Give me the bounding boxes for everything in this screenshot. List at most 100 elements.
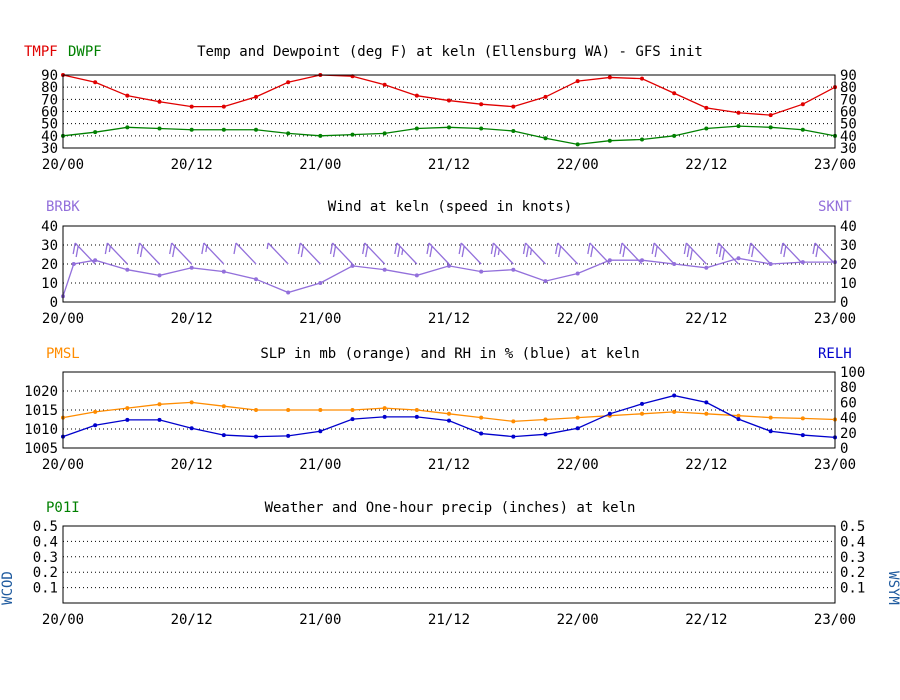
x-tick-label: 22/12: [685, 457, 727, 473]
data-point-relh: [125, 417, 130, 422]
x-tick-label: 22/00: [557, 612, 599, 628]
data-point-relh: [704, 400, 709, 405]
data-point-tmpf: [704, 105, 709, 110]
data-point-dwpf: [768, 125, 773, 130]
temp-grid: [63, 86, 835, 137]
data-point-relh: [736, 417, 741, 422]
data-point-pmsl: [543, 417, 548, 422]
data-point-dwpf: [479, 126, 484, 131]
x-tick-label: 20/12: [171, 612, 213, 628]
x-tick-label: 22/12: [685, 157, 727, 173]
data-point-sknt: [318, 281, 323, 285]
data-point-sknt: [800, 260, 805, 265]
data-point-sknt: [157, 273, 162, 278]
slp-rh-x-ticks: 20/00 20/12 21/00 21/12 22/00 22/12 23/00: [42, 457, 856, 473]
data-point-dwpf: [350, 132, 355, 137]
data-point-relh: [350, 417, 355, 422]
y-tick-label-right: 20: [840, 257, 857, 273]
wind-frame: [62, 225, 836, 303]
data-point-sknt: [254, 277, 258, 282]
wind-barb: [169, 242, 193, 265]
y-tick-label-left: 70: [41, 92, 58, 108]
y-tick-label-right: 0: [840, 441, 848, 457]
data-point-tmpf: [511, 104, 516, 109]
wind-barb: [426, 242, 450, 265]
x-tick-label: 23/00: [814, 157, 856, 173]
wind-barb: [394, 242, 418, 265]
data-point-pmsl: [221, 404, 226, 409]
precip-panel: P01I Weather and One-hour precip (inches…: [0, 500, 900, 628]
wind-barb: [233, 242, 257, 265]
data-point-relh: [575, 426, 580, 431]
data-point-tmpf: [254, 94, 258, 99]
wind-barb: [201, 242, 225, 265]
wind-barb: [362, 242, 386, 265]
data-point-pmsl: [768, 415, 773, 420]
precip-panel-title: Weather and One-hour precip (inches) at …: [265, 500, 636, 516]
data-point-relh: [254, 434, 258, 439]
temp-series: [61, 73, 837, 147]
x-tick-label: 21/00: [299, 612, 341, 628]
y-tick-label-left: 80: [41, 80, 58, 96]
data-point-tmpf: [672, 91, 677, 96]
x-tick-label: 22/12: [685, 311, 727, 327]
data-point-sknt: [382, 267, 387, 272]
y-tick-label-right: 60: [840, 105, 857, 121]
data-point-pmsl: [382, 406, 387, 411]
y-tick-label-right: 0.4: [840, 534, 865, 550]
x-tick-label: 21/00: [299, 457, 341, 473]
temp-panel: TMPF DWPF Temp and Dewpoint (deg F) at k…: [24, 44, 857, 173]
slp-rh-grid: [63, 390, 835, 430]
data-point-dwpf: [575, 142, 580, 147]
y-tick-label-right: 80: [840, 380, 857, 396]
data-point-pmsl: [318, 408, 323, 412]
wcod-label: WCOD: [0, 571, 16, 605]
y-tick-label-left: 40: [41, 129, 58, 145]
data-point-relh: [447, 418, 451, 423]
data-point-sknt: [736, 256, 741, 261]
y-tick-label-left: 0: [50, 295, 58, 311]
wind-barbs: [72, 242, 836, 265]
pmsl-label: PMSL: [46, 346, 80, 362]
x-tick-label: 23/00: [814, 612, 856, 628]
data-point-sknt: [543, 279, 548, 284]
wind-barb: [651, 242, 675, 265]
data-point-relh: [800, 433, 805, 438]
data-point-relh: [93, 423, 98, 428]
y-tick-label-left: 30: [41, 238, 58, 254]
data-point-sknt: [189, 265, 194, 270]
data-point-relh: [189, 426, 194, 431]
y-tick-label-right: 0.5: [840, 519, 865, 535]
data-point-pmsl: [511, 419, 516, 424]
data-point-tmpf: [543, 94, 548, 99]
y-tick-label-left: 1005: [24, 441, 58, 457]
data-point-pmsl: [800, 416, 805, 421]
data-point-sknt: [414, 273, 419, 278]
data-point-dwpf: [93, 130, 98, 135]
precip-frame: [62, 525, 836, 604]
data-point-dwpf: [800, 127, 805, 132]
brbk-label: BRBK: [46, 199, 80, 215]
data-point-relh: [157, 417, 162, 422]
data-point-tmpf: [447, 98, 451, 103]
data-point-relh: [318, 429, 323, 434]
data-point-tmpf: [93, 80, 98, 85]
data-point-sknt: [447, 263, 451, 268]
data-point-tmpf: [286, 80, 291, 85]
wind-barb: [266, 242, 289, 265]
data-point-pmsl: [640, 411, 644, 416]
data-point-tmpf: [189, 104, 194, 109]
data-point-pmsl: [479, 415, 484, 420]
wind-barb: [587, 242, 611, 265]
data-point-sknt: [672, 262, 677, 266]
x-tick-label: 22/12: [685, 612, 727, 628]
data-point-sknt: [768, 262, 773, 266]
y-tick-label-left: 60: [41, 105, 58, 121]
y-tick-label-left: 1020: [24, 384, 58, 400]
x-tick-label: 21/12: [428, 157, 470, 173]
data-point-relh: [640, 401, 644, 406]
data-point-sknt: [704, 265, 709, 270]
wind-barb: [297, 242, 321, 265]
